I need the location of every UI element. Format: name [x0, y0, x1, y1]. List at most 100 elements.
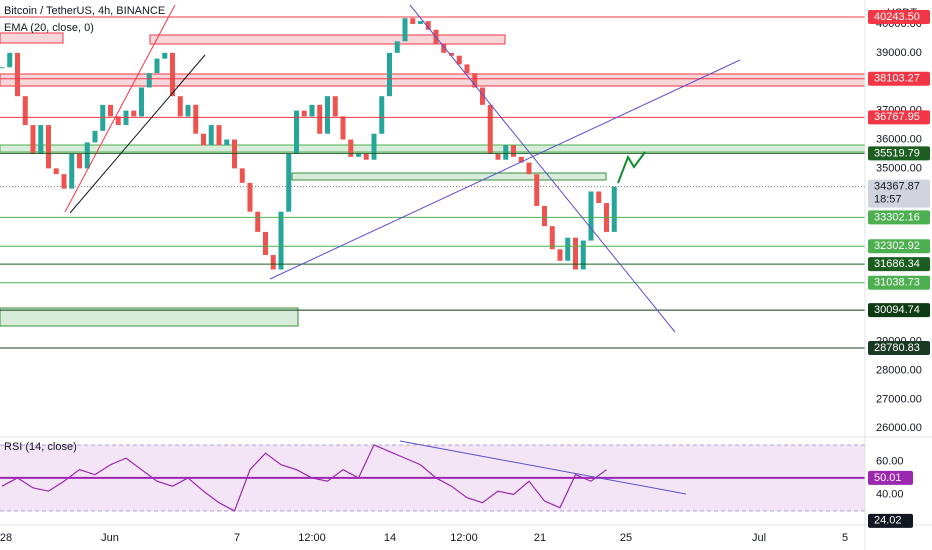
x-tick-label: 12:00 — [298, 532, 326, 544]
candle — [216, 125, 222, 146]
x-tick-label: 25 — [620, 532, 632, 544]
candle — [92, 130, 98, 143]
candle — [340, 116, 346, 140]
level-label: 35519.79 — [874, 147, 920, 159]
level-label: 40243.50 — [874, 11, 920, 23]
y-tick-label: 28000.00 — [876, 364, 922, 376]
candle — [53, 168, 59, 175]
candle — [100, 104, 106, 131]
candle — [526, 162, 532, 175]
zone — [0, 307, 299, 327]
candle — [580, 240, 586, 270]
level-label-bg — [868, 9, 930, 24]
candle — [154, 58, 160, 74]
candle — [418, 21, 423, 24]
candle — [108, 104, 113, 117]
rsi-label-bg — [868, 513, 913, 528]
candle — [487, 104, 493, 154]
level-label: 31038.73 — [874, 277, 920, 289]
candle — [588, 191, 594, 241]
x-tick-label: 14 — [384, 532, 396, 544]
candle — [162, 52, 168, 59]
candle — [549, 226, 555, 250]
candle — [464, 64, 470, 74]
rsi-tick-label: 40.00 — [876, 488, 904, 500]
candle — [511, 145, 516, 157]
projection-arrow — [617, 151, 646, 184]
candle — [456, 55, 462, 65]
candle — [263, 231, 268, 256]
candle — [270, 255, 276, 270]
candle — [77, 153, 82, 169]
y-tick-label: 27000.00 — [876, 393, 922, 405]
candle — [239, 168, 245, 183]
candle — [472, 73, 478, 88]
level-label-bg — [868, 179, 930, 208]
candle — [30, 125, 36, 154]
x-tick-label: Jul — [752, 532, 766, 544]
candle — [573, 237, 578, 270]
trend-line — [269, 59, 741, 280]
candle — [402, 18, 408, 42]
candle — [363, 153, 369, 160]
level-label-bg — [868, 275, 930, 290]
candle — [69, 153, 75, 189]
zone — [149, 34, 506, 45]
zone — [0, 144, 866, 153]
trend-line — [64, 4, 176, 213]
candle — [146, 73, 152, 88]
x-tick-label: 7 — [234, 532, 240, 544]
level-label: 31686.34 — [874, 258, 920, 270]
candle — [123, 110, 129, 126]
candle — [534, 174, 540, 206]
rsi-line — [1, 444, 607, 512]
level-label-bg — [868, 341, 930, 356]
candle — [348, 139, 354, 157]
candle — [495, 153, 501, 160]
candle — [84, 142, 90, 169]
x-tick-label: 21 — [534, 532, 546, 544]
zone — [0, 32, 64, 44]
level-label-bg — [868, 110, 930, 125]
level-label: 28780.83 — [874, 342, 920, 354]
candle — [278, 211, 284, 270]
candle — [394, 41, 400, 53]
candle — [286, 153, 292, 212]
candle — [131, 110, 137, 117]
level-label-bg — [868, 71, 930, 86]
candle — [503, 145, 509, 160]
x-tick-label: Jun — [101, 532, 119, 544]
candle — [232, 139, 237, 169]
rsi-level-label: 24.02 — [874, 515, 902, 527]
candle — [38, 125, 44, 154]
rsi-legend: RSI (14, close) — [4, 441, 77, 453]
candle — [255, 211, 261, 232]
x-tick-label: 5 — [842, 532, 848, 544]
candle — [61, 174, 67, 189]
y-tick-label: 39000.00 — [876, 47, 922, 59]
trend-line — [69, 54, 206, 214]
level-label: 36767.95 — [874, 111, 920, 123]
rsi-tick-label: 60.00 — [876, 455, 904, 467]
candle — [309, 104, 315, 117]
level-label: 34367.87 — [874, 181, 920, 193]
candle — [518, 156, 524, 163]
rsi-label-bg — [868, 470, 913, 485]
countdown: 18:57 — [874, 194, 902, 206]
ema-legend: EMA (20, close, 0) — [4, 22, 94, 34]
zone — [291, 172, 607, 181]
candle — [325, 96, 330, 134]
candle — [371, 133, 377, 160]
candle — [542, 205, 547, 227]
candle — [170, 52, 175, 97]
candle — [177, 96, 183, 117]
candle — [317, 104, 323, 134]
y-tick-label: 35000.00 — [876, 162, 922, 174]
candle — [0, 67, 5, 69]
candle — [410, 18, 416, 24]
candle — [15, 52, 20, 97]
y-tick-label: 26000.00 — [876, 422, 922, 434]
candle — [193, 104, 199, 134]
rsi-level-label: 50.01 — [874, 472, 902, 484]
